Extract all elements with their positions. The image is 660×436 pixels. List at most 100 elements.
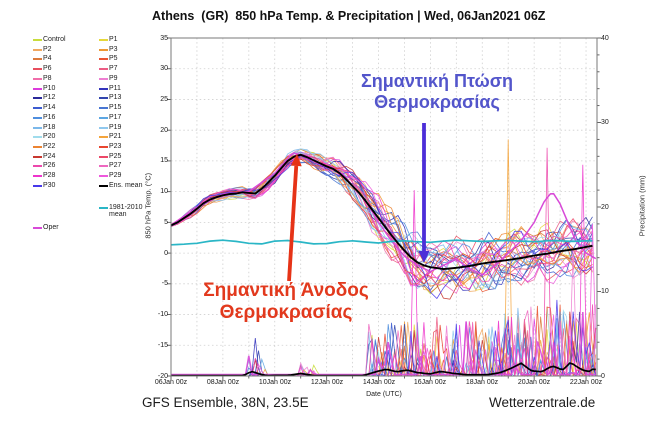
- legend-item-p10: P10: [33, 85, 55, 93]
- legend-label: P3: [109, 45, 118, 53]
- legend-item-p2: P2: [33, 46, 52, 54]
- ensemble-temp-line-p21: [170, 153, 593, 287]
- legend-label: P12: [43, 94, 56, 102]
- legend-swatch: [33, 126, 42, 129]
- legend-item-p25: P25: [99, 153, 121, 161]
- legend-label: P28: [43, 172, 56, 180]
- precip-line-oper: [171, 311, 596, 376]
- legend-label: P11: [109, 84, 121, 92]
- legend-item-p17: P17: [99, 114, 121, 122]
- legend-swatch: [99, 136, 108, 139]
- legend-item-p26: P26: [33, 162, 55, 170]
- legend-swatch: [99, 77, 108, 80]
- legend-swatch: [33, 107, 42, 109]
- legend-swatch: [99, 165, 108, 168]
- legend-swatch: [99, 97, 108, 100]
- legend-swatch: [33, 87, 42, 90]
- legend-label: P30: [43, 181, 56, 189]
- legend-item-p13: P13: [99, 94, 121, 102]
- legend-label: P14: [43, 104, 56, 111]
- legend-item-p19: P19: [99, 124, 121, 132]
- legend-item-p27: P27: [99, 162, 121, 170]
- legend-label: P19: [109, 123, 122, 131]
- annotation-temp-rise: Σημαντική Άνοδος Θερμοκρασίας: [176, 280, 396, 325]
- ensemble-temp-line-p3: [170, 157, 593, 285]
- legend-item-p14: P14: [33, 104, 55, 112]
- legend-label: 1981-2010 mean: [109, 203, 143, 219]
- annotation-temp-drop-line1: Σημαντική Πτώση: [361, 71, 513, 91]
- legend-swatch: [33, 226, 42, 229]
- legend-label: P27: [109, 162, 122, 170]
- legend-swatch: [99, 58, 108, 61]
- legend-label: P13: [109, 94, 122, 102]
- legend-item-p18: P18: [33, 124, 55, 132]
- legend-item-p15: P15: [99, 104, 121, 112]
- legend-swatch: [33, 68, 42, 71]
- legend-swatch: [33, 145, 42, 148]
- legend-label: P22: [43, 142, 56, 150]
- chart-title: Athens (GR) 850 hPa Temp. & Precipitatio…: [152, 9, 546, 23]
- legend-swatch: [33, 48, 42, 51]
- legend-swatch: [99, 68, 108, 71]
- legend-item-p6: P6: [33, 65, 52, 73]
- legend-item-p12: P12: [33, 94, 55, 102]
- annotation-temp-rise-line1: Σημαντική Άνοδος: [203, 280, 369, 301]
- legend-label: P7: [109, 65, 118, 73]
- annotation-temp-drop-line2: Θερμοκρασίας: [374, 92, 500, 113]
- legend-swatch: [33, 184, 42, 187]
- temp-rise-arrow: [287, 165, 299, 282]
- legend-swatch: [99, 175, 108, 178]
- legend-label: P1: [109, 36, 118, 43]
- legend-label: P16: [43, 113, 56, 121]
- ensemble-mean-temp-line: [170, 153, 593, 271]
- legend-swatch: [99, 116, 108, 119]
- legend-label: P10: [43, 84, 56, 92]
- annotation-temp-rise-line2: Θερμοκρασίας: [219, 302, 353, 324]
- legend-item-p9: P9: [99, 75, 118, 83]
- ensemble-temp-line-p26: [170, 154, 593, 283]
- legend-item-p28: P28: [33, 172, 55, 180]
- legend-label: P8: [43, 74, 52, 82]
- legend-item-p21: P21: [99, 133, 121, 141]
- legend-item-p30: P30: [33, 182, 55, 190]
- legend-item-p8: P8: [33, 75, 52, 83]
- legend-label: P17: [109, 113, 122, 121]
- legend-swatch: [99, 48, 108, 51]
- legend-label: Oper: [43, 223, 59, 231]
- legend-label: P4: [43, 55, 52, 63]
- legend-label: Control: [43, 36, 66, 43]
- legend-item-p5: P5: [99, 55, 118, 63]
- legend-swatch: [33, 175, 42, 178]
- ensemble-temp-line-p29: [170, 157, 593, 287]
- legend-label: P24: [43, 152, 56, 160]
- legend-label: P15: [109, 104, 122, 111]
- legend-item-1981-2010-mean: 1981-2010 mean: [99, 204, 153, 219]
- legend-item-p22: P22: [33, 143, 55, 151]
- model-info-text: GFS Ensemble, 38N, 23.5E: [142, 395, 309, 410]
- legend-item-p23: P23: [99, 143, 121, 151]
- legend-swatch: [33, 165, 42, 168]
- legend-label: P23: [109, 142, 122, 150]
- legend-item-p4: P4: [33, 55, 52, 63]
- legend-swatch: [33, 155, 42, 158]
- legend-swatch: [99, 155, 108, 158]
- legend-item-p7: P7: [99, 65, 118, 73]
- temp-drop-arrow-head: [418, 251, 430, 263]
- temp-rise-arrow-head: [290, 154, 302, 167]
- legend-item-p24: P24: [33, 153, 55, 161]
- legend-item-p3: P3: [99, 46, 118, 54]
- legend-item-p1: P1: [99, 36, 118, 44]
- legend-item-control: Control: [33, 36, 66, 44]
- legend-swatch: [33, 58, 42, 61]
- legend-label: P5: [109, 55, 118, 63]
- ensemble-legend: Control P2 P4 P6 P8 P10 P12 P14 P16 P18 P20 P22 P24 P…: [28, 36, 178, 231]
- legend-swatch: [99, 87, 108, 90]
- legend-swatch: [33, 116, 42, 119]
- legend-swatch: [33, 39, 42, 41]
- legend-item-p11: P11: [99, 85, 121, 93]
- legend-swatch: [99, 126, 108, 129]
- ensemble-temp-line-p11: [170, 160, 593, 291]
- source-watermark: Wetterzentrale.de: [489, 395, 596, 410]
- legend-swatch: [99, 39, 108, 41]
- legend-item-ens-mean: Ens. mean: [99, 182, 142, 190]
